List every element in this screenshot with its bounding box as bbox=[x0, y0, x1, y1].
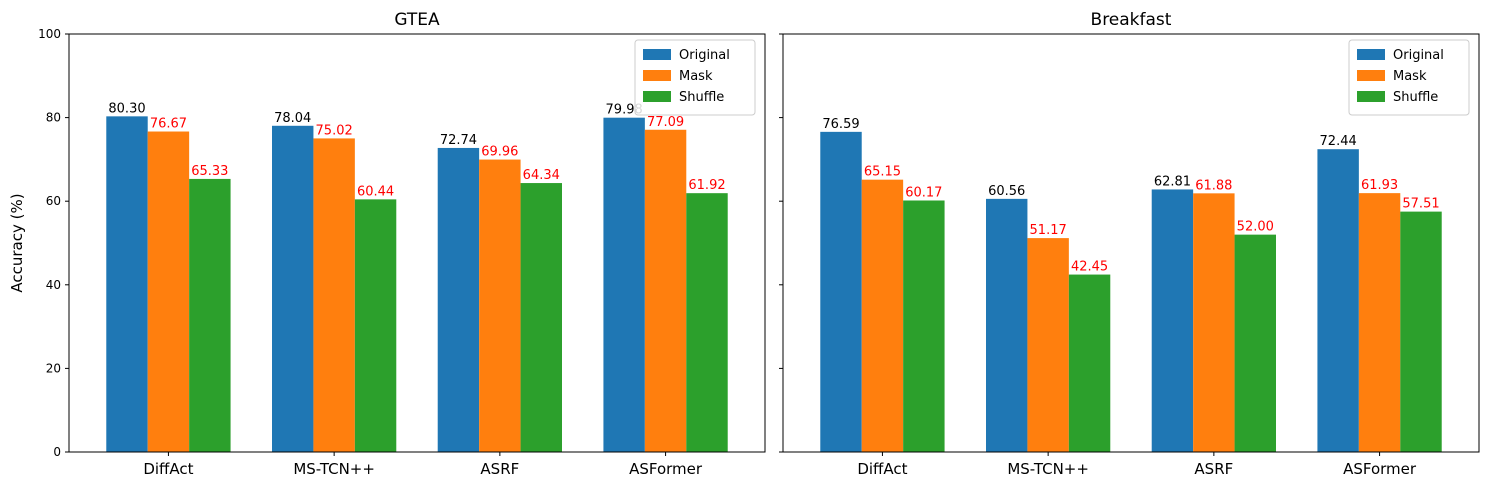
x-tick-label: MS-TCN++ bbox=[1007, 460, 1089, 478]
chart-title: Breakfast bbox=[1091, 10, 1172, 30]
data-label: 65.33 bbox=[191, 164, 228, 179]
bar-breakfast-mask-diffact bbox=[861, 179, 904, 452]
bar-breakfast-shuffle-asrf bbox=[1234, 234, 1276, 452]
y-tick-label: 20 bbox=[46, 361, 61, 375]
bar-gtea-original-diffact bbox=[106, 116, 148, 452]
y-tick-label: 100 bbox=[38, 27, 61, 41]
y-axis-label: Accuracy (%) bbox=[8, 193, 26, 292]
data-label: 78.04 bbox=[274, 111, 311, 126]
legend-label-shuffle: Shuffle bbox=[679, 90, 724, 105]
axes-frame bbox=[782, 33, 1480, 453]
legend-swatch-original bbox=[643, 49, 671, 60]
bar-gtea-original-asrf bbox=[437, 147, 480, 453]
bar-breakfast-original-asformer bbox=[1317, 149, 1359, 452]
data-label: 51.17 bbox=[1030, 223, 1067, 238]
data-label: 61.88 bbox=[1195, 178, 1232, 193]
bar-gtea-shuffle-asformer bbox=[686, 193, 728, 453]
bar-gtea-shuffle-ms-tcn bbox=[354, 199, 397, 452]
y-tick-label: 40 bbox=[46, 278, 61, 292]
x-tick-label: DiffAct bbox=[143, 460, 193, 478]
data-label: 77.09 bbox=[647, 115, 684, 130]
bar-gtea-mask-diffact bbox=[147, 131, 190, 452]
bar-breakfast-mask-asformer bbox=[1358, 193, 1401, 452]
data-label: 60.44 bbox=[357, 184, 394, 199]
bar-breakfast-mask-ms-tcn bbox=[1027, 238, 1069, 452]
y-tick-label: 60 bbox=[46, 194, 61, 208]
legend-swatch-original bbox=[1357, 49, 1385, 60]
bar-breakfast-shuffle-diffact bbox=[903, 200, 945, 452]
data-label: 72.74 bbox=[440, 133, 477, 148]
legend-label-original: Original bbox=[1393, 48, 1444, 63]
axes-frame bbox=[68, 33, 766, 453]
legend-label-original: Original bbox=[679, 48, 730, 63]
bar-breakfast-original-ms-tcn bbox=[986, 198, 1028, 452]
legend-label-mask: Mask bbox=[1393, 69, 1427, 84]
x-tick-label: ASFormer bbox=[1343, 460, 1417, 478]
legend-swatch-mask bbox=[1357, 70, 1385, 81]
chart-title: GTEA bbox=[394, 10, 440, 30]
data-label: 61.93 bbox=[1361, 178, 1398, 193]
data-label: 52.00 bbox=[1237, 220, 1274, 235]
x-tick-label: ASRF bbox=[1194, 460, 1233, 478]
data-label: 69.96 bbox=[481, 145, 518, 160]
panel-gtea: 80.30 78.04 72.74 79.98 76.67 75.02 69.96 77.09… bbox=[38, 10, 766, 478]
bar-gtea-mask-asformer bbox=[644, 129, 687, 452]
data-label: 76.59 bbox=[822, 117, 859, 132]
panel-breakfast: 76.59 60.56 62.81 72.44 65.15 51.17 61.88 61.93… bbox=[779, 10, 1480, 478]
legend-swatch-shuffle bbox=[1357, 91, 1385, 102]
data-label: 80.30 bbox=[108, 101, 145, 116]
bar-gtea-shuffle-diffact bbox=[189, 178, 231, 452]
data-label: 60.56 bbox=[988, 184, 1025, 199]
bar-gtea-mask-ms-tcn bbox=[313, 138, 355, 453]
legend-label-shuffle: Shuffle bbox=[1393, 90, 1438, 105]
legend-swatch-mask bbox=[643, 70, 671, 81]
data-label: 60.17 bbox=[905, 185, 942, 200]
bar-breakfast-mask-asrf bbox=[1193, 193, 1235, 452]
x-tick-label: MS-TCN++ bbox=[293, 460, 375, 478]
data-label: 75.02 bbox=[316, 123, 353, 138]
bar-breakfast-original-asrf bbox=[1151, 189, 1194, 452]
data-label: 57.51 bbox=[1402, 197, 1439, 212]
data-label: 79.98 bbox=[606, 103, 643, 118]
x-tick-label: ASFormer bbox=[629, 460, 703, 478]
bar-breakfast-original-diffact bbox=[820, 131, 862, 452]
bar-gtea-original-ms-tcn bbox=[272, 125, 314, 453]
data-label: 61.92 bbox=[688, 178, 725, 193]
bar-gtea-original-asformer bbox=[603, 117, 645, 453]
legend-label-mask: Mask bbox=[679, 69, 713, 84]
y-tick-label: 0 bbox=[53, 445, 61, 459]
bar-gtea-shuffle-asrf bbox=[520, 183, 562, 452]
x-tick-label: DiffAct bbox=[857, 460, 907, 478]
data-label: 62.81 bbox=[1154, 174, 1191, 189]
bar-breakfast-shuffle-ms-tcn bbox=[1068, 274, 1111, 452]
bar-breakfast-shuffle-asformer bbox=[1400, 211, 1442, 452]
y-tick-label: 80 bbox=[46, 111, 61, 125]
data-label: 42.45 bbox=[1071, 260, 1108, 275]
legend-swatch-shuffle bbox=[643, 91, 671, 102]
x-tick-label: ASRF bbox=[480, 460, 519, 478]
data-label: 64.34 bbox=[523, 168, 560, 183]
data-label: 72.44 bbox=[1320, 134, 1357, 149]
bar-gtea-mask-asrf bbox=[479, 159, 521, 452]
data-label: 65.15 bbox=[864, 165, 901, 180]
data-label: 76.67 bbox=[150, 117, 187, 132]
